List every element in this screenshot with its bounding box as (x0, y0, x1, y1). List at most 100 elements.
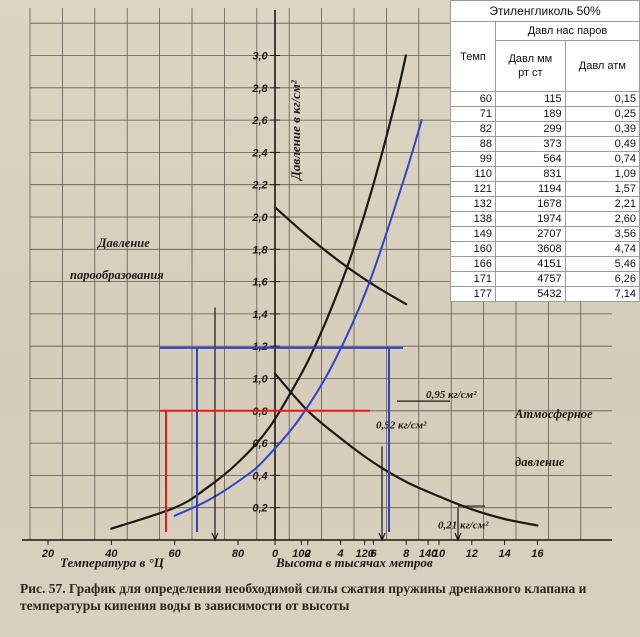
table-group-header: Давл нас паров (494, 21, 640, 41)
table-cell-mm: 5432 (494, 286, 566, 302)
table-cell-mm: 1974 (494, 211, 566, 227)
table-cell-mm: 115 (494, 91, 566, 107)
table-row: 149 2707 3,56 (450, 226, 640, 242)
table-row: 160 3608 4,74 (450, 241, 640, 257)
vapor-pressure-label-line2: парообразования (70, 268, 164, 282)
pressure-tick-label: 2,2 (251, 180, 267, 192)
table-row: 132 1678 2,21 (450, 196, 640, 212)
height-tick-label: 0 (272, 548, 279, 560)
table-title: Этиленгликоль 50% (450, 0, 640, 22)
table-header-atm: Давл атм (564, 40, 640, 92)
table-cell-atm: 0,25 (564, 106, 640, 122)
table-cell-mm: 4757 (494, 271, 566, 287)
table-cell-atm: 1,57 (564, 181, 640, 197)
table-cell-mm: 299 (494, 121, 566, 137)
atmospheric-pressure-label-line1: Атмосферное (514, 407, 593, 421)
height-tick-label: 8 (403, 548, 410, 560)
pressure-tick-label: 3,0 (252, 51, 268, 63)
table-cell-temp: 160 (450, 241, 496, 257)
table-cell-temp: 171 (450, 271, 496, 287)
table-row: 82 299 0,39 (450, 121, 640, 137)
table-row: 177 5432 7,14 (450, 286, 640, 302)
table-header-temp: Темп (450, 21, 496, 92)
pressure-tick-label: 2,8 (251, 83, 268, 95)
table-cell-temp: 138 (450, 211, 496, 227)
pressure-tick-label: 2,4 (251, 147, 267, 159)
table-cell-mm: 1194 (494, 181, 566, 197)
vapor-pressure-label-line1: Давление (97, 236, 150, 250)
temperature-tick-label: 80 (232, 548, 245, 560)
table-row: 138 1974 2,60 (450, 211, 640, 227)
height-tick-label: 12 (466, 548, 478, 560)
table-cell-temp: 121 (450, 181, 496, 197)
pressure-tick-label: 0,4 (252, 470, 267, 482)
table-cell-temp: 88 (450, 136, 496, 152)
table-cell-temp: 82 (450, 121, 496, 137)
table-cell-temp: 132 (450, 196, 496, 212)
table-cell-atm: 1,09 (564, 166, 640, 182)
table-row: 121 1194 1,57 (450, 181, 640, 197)
caption-number: Рис. 57. (20, 581, 66, 596)
table-cell-mm: 564 (494, 151, 566, 167)
table-cell-atm: 6,26 (564, 271, 640, 287)
table-cell-atm: 0,39 (564, 121, 640, 137)
table-cell-temp: 149 (450, 226, 496, 242)
caption-text: График для определения необходимой силы … (20, 581, 587, 613)
vapor-pressure-curve (110, 54, 407, 530)
table-header-mm: Давл мм рт ст (494, 40, 566, 92)
table-cell-temp: 110 (450, 166, 496, 182)
drop-line-boiling-head (211, 532, 219, 542)
table-cell-temp: 166 (450, 256, 496, 272)
table-cell-atm: 0,15 (564, 91, 640, 107)
table-cell-atm: 4,74 (564, 241, 640, 257)
pressure-axis-title: Давление в кг/см² (288, 79, 303, 181)
drop-line-height-mid-head (378, 532, 386, 542)
table-cell-mm: 2707 (494, 226, 566, 242)
annotation-label: 0,21 кг/см² (438, 520, 489, 532)
table-cell-atm: 0,74 (564, 151, 640, 167)
table-cell-atm: 2,21 (564, 196, 640, 212)
table-row: 171 4757 6,26 (450, 271, 640, 287)
height-tick-label: 4 (337, 548, 344, 560)
pressure-tick-label: 1,8 (252, 244, 268, 256)
table-cell-atm: 0,49 (564, 136, 640, 152)
table-row: 88 373 0,49 (450, 136, 640, 152)
height-tick-label: 2 (304, 548, 311, 560)
ethylene-glycol-table: Этиленгликоль 50% Темп Давл нас паров Да… (450, 0, 640, 302)
pressure-tick-label: 2,6 (251, 115, 268, 127)
table-cell-temp: 60 (450, 91, 496, 107)
pressure-tick-label: 1,0 (252, 374, 268, 386)
upper-height-curve (273, 206, 408, 306)
temperature-tick-label: 100 (292, 548, 311, 560)
height-tick-label: 14 (498, 548, 510, 560)
pressure-tick-label: 2,0 (251, 212, 268, 224)
table-cell-mm: 4151 (494, 256, 566, 272)
table-cell-atm: 5,46 (564, 256, 640, 272)
chart: 20 40 60 80 100 120 140 0 2 4 6 8 10 12 14 16 0,2 0,4 0,6 0… (22, 8, 612, 570)
pressure-tick-label: 0,2 (252, 503, 267, 515)
table-header-mm-line2: рт ст (518, 67, 543, 79)
atmospheric-pressure-curve (273, 372, 539, 527)
temperature-axis-title: Температура в °Ц (60, 555, 165, 570)
table-cell-mm: 189 (494, 106, 566, 122)
figure-caption: Рис. 57. График для определения необходи… (20, 580, 630, 614)
table-cell-mm: 1678 (494, 196, 566, 212)
table-row: 71 189 0,25 (450, 106, 640, 122)
height-tick-label: 16 (531, 548, 544, 560)
temperature-tick-label: 60 (169, 548, 182, 560)
temperature-tick-label: 120 (356, 548, 375, 560)
pressure-tick-label: 1,4 (252, 309, 267, 321)
table-row: 99 564 0,74 (450, 151, 640, 167)
height-axis-title: Высота в тысячах метров (275, 555, 433, 570)
table-header-mm-line1: Давл мм (508, 53, 553, 65)
pressure-tick-label: 1,6 (252, 277, 268, 289)
table-cell-mm: 831 (494, 166, 566, 182)
table-cell-mm: 373 (494, 136, 566, 152)
table-row: 60 115 0,15 (450, 91, 640, 107)
pressure-tick-label: 0,6 (252, 438, 268, 450)
temperature-tick-label: 40 (104, 548, 118, 560)
temperature-tick-label: 140 (419, 548, 438, 560)
temperature-tick-label: 20 (41, 548, 55, 560)
table-cell-atm: 2,60 (564, 211, 640, 227)
height-tick-label: 10 (433, 548, 446, 560)
